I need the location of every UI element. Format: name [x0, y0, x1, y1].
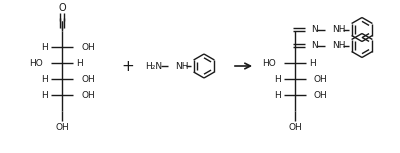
Text: NH: NH — [175, 62, 188, 71]
Text: H: H — [41, 91, 48, 99]
Text: HO: HO — [262, 58, 276, 67]
Text: H: H — [274, 75, 281, 84]
Text: NH: NH — [332, 41, 346, 50]
Text: H: H — [274, 91, 281, 99]
Text: O: O — [58, 3, 66, 13]
Text: H: H — [41, 43, 48, 52]
Text: +: + — [122, 58, 134, 73]
Text: OH: OH — [81, 43, 95, 52]
Text: OH: OH — [314, 75, 328, 84]
Text: H: H — [41, 75, 48, 84]
Text: N: N — [311, 25, 318, 34]
Text: OH: OH — [81, 75, 95, 84]
Text: HO: HO — [29, 58, 43, 67]
Text: NH: NH — [332, 25, 346, 34]
Text: OH: OH — [55, 123, 69, 131]
Text: N: N — [311, 41, 318, 50]
Text: OH: OH — [314, 91, 328, 99]
Text: H: H — [309, 58, 316, 67]
Text: OH: OH — [288, 123, 302, 131]
Text: H: H — [76, 58, 83, 67]
Text: OH: OH — [81, 91, 95, 99]
Text: H₂N: H₂N — [145, 62, 162, 71]
